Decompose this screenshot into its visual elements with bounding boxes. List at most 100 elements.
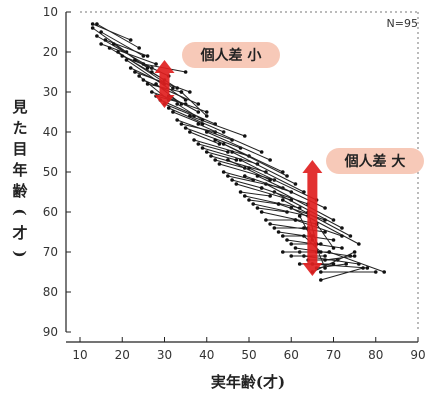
x-tick-label: 90	[410, 348, 425, 362]
y-axis-title-char: )	[11, 250, 29, 257]
data-point	[196, 110, 201, 114]
data-point	[238, 158, 243, 162]
data-point	[323, 230, 327, 234]
data-point	[285, 238, 289, 242]
data-point	[289, 242, 294, 246]
data-point	[340, 234, 344, 238]
data-point	[234, 158, 239, 162]
data-point	[188, 90, 192, 94]
data-point	[289, 190, 294, 194]
subject-segment	[96, 23, 140, 49]
subject-segment	[312, 251, 355, 273]
data-point	[179, 122, 184, 126]
subject-segment	[92, 27, 127, 53]
subject-segment	[193, 139, 250, 157]
data-point	[302, 234, 306, 238]
data-point	[204, 114, 209, 118]
subject-segment	[168, 107, 224, 133]
data-point	[373, 270, 378, 274]
y-axis-title-char: 齢	[12, 182, 28, 200]
data-point	[128, 66, 133, 70]
x-axis-title: 実年齢(才)	[211, 373, 285, 391]
data-point	[255, 174, 260, 178]
y-tick-label: 80	[43, 285, 58, 299]
data-point	[171, 86, 175, 90]
subject-segment	[210, 155, 267, 173]
data-point	[327, 250, 332, 254]
data-point	[175, 102, 179, 106]
data-point	[323, 254, 327, 258]
plot-area: 10 20 30 40 50 60 70 80 90 10 20 30 40 50 60 70 80 90 個人差 …	[43, 5, 426, 362]
data-point	[365, 266, 370, 270]
data-point	[247, 166, 251, 170]
data-point	[281, 250, 285, 254]
data-point	[188, 114, 192, 118]
data-point	[238, 190, 243, 194]
data-point	[234, 182, 239, 186]
subject-segment	[130, 67, 165, 85]
data-point	[154, 82, 158, 86]
data-point	[204, 130, 209, 134]
x-tick-label: 50	[241, 348, 256, 362]
data-point	[268, 178, 272, 182]
data-point	[137, 46, 141, 50]
subject-segment	[206, 131, 271, 161]
data-point	[268, 158, 272, 162]
subject-segment	[168, 95, 199, 113]
data-point	[204, 110, 209, 114]
data-point	[204, 150, 209, 154]
data-point	[255, 206, 260, 210]
data-point	[179, 90, 184, 94]
data-point	[221, 142, 226, 146]
subject-segment	[257, 207, 288, 213]
data-point	[348, 234, 353, 238]
data-point	[213, 138, 217, 142]
data-point	[319, 242, 323, 246]
sample-size-label: N=95	[387, 17, 418, 30]
y-tick-label: 30	[43, 85, 58, 99]
data-point	[230, 178, 234, 182]
variance-badge	[182, 42, 280, 68]
data-point	[128, 38, 133, 42]
data-point	[242, 194, 247, 198]
data-point	[137, 74, 141, 78]
data-point	[259, 150, 264, 154]
subject-segment	[244, 175, 292, 193]
data-point	[302, 226, 306, 230]
data-point	[352, 250, 357, 254]
data-point	[331, 238, 336, 242]
data-point	[217, 142, 222, 146]
subject-segment	[202, 147, 258, 165]
data-point	[285, 174, 289, 178]
subject-segment	[189, 115, 245, 137]
x-tick-label: 40	[199, 348, 214, 362]
data-point	[95, 22, 99, 26]
subject-segment	[160, 99, 216, 125]
data-point	[382, 270, 387, 274]
data-point	[217, 162, 222, 166]
subject-segment	[324, 255, 355, 261]
data-point	[196, 122, 201, 126]
data-point	[319, 250, 323, 254]
data-point	[226, 158, 230, 162]
subject-segment	[253, 203, 309, 217]
data-point	[302, 190, 306, 194]
data-point	[331, 262, 336, 266]
data-point	[166, 106, 171, 110]
subject-segment	[261, 187, 309, 205]
data-point	[133, 70, 137, 74]
subject-segment	[164, 103, 195, 117]
subject-segment	[240, 191, 271, 197]
subject-segment	[320, 267, 364, 281]
data-point	[323, 258, 327, 262]
data-point	[200, 118, 205, 122]
x-tick-label: 60	[284, 348, 299, 362]
variance-label: 個人差 大	[344, 153, 406, 170]
data-point	[247, 198, 251, 202]
data-point	[145, 54, 150, 58]
data-point	[289, 254, 294, 258]
y-axis-title-char: 見	[11, 98, 27, 116]
data-point	[297, 262, 302, 266]
